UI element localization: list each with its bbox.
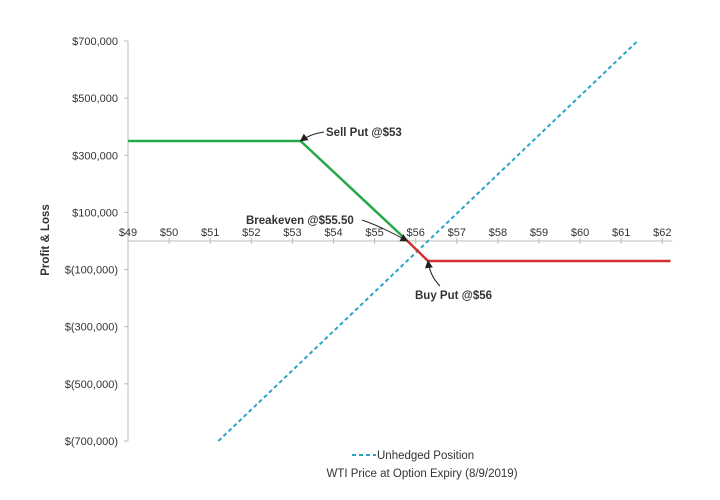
legend-label-unhedged: Unhedged Position <box>377 450 474 462</box>
x-tick-label: $56 <box>407 227 425 239</box>
x-tick-label: $52 <box>242 227 260 239</box>
x-tick-label: $50 <box>160 227 178 239</box>
y-tick-label: $(500,000) <box>65 379 118 391</box>
annotation-arrow-sell <box>299 131 325 142</box>
x-tick-label: $55 <box>365 227 383 239</box>
y-tick-label: $700,000 <box>72 36 118 48</box>
y-tick-label: $300,000 <box>72 150 118 162</box>
axes: $700,000 $500,000 $300,000 $100,000 $(100,00… <box>65 36 673 448</box>
annotation-breakeven: Breakeven @$55.50 <box>246 215 354 227</box>
x-tick-label: $59 <box>530 227 548 239</box>
annotation-buy: Buy Put @$56 <box>415 290 492 302</box>
y-tick-label: $(100,000) <box>65 265 118 277</box>
x-tick-label: $51 <box>201 227 219 239</box>
unhedged-position-line <box>217 40 639 442</box>
annotation-sell: Sell Put @$53 <box>326 127 402 139</box>
annotation-arrow-breakeven <box>361 219 409 242</box>
x-tick-label: $54 <box>324 227 342 239</box>
x-tick-label: $49 <box>119 227 137 239</box>
x-tick-label: $57 <box>448 227 466 239</box>
annotation-arrow-buy <box>424 260 441 287</box>
y-tick-label: $(300,000) <box>65 322 118 334</box>
y-tick-label: $(700,000) <box>65 436 118 448</box>
x-tick-label: $53 <box>283 227 301 239</box>
y-axis-label: Profit & Loss <box>40 204 52 276</box>
x-tick-label: $58 <box>489 227 507 239</box>
y-tick-label: $500,000 <box>72 93 118 105</box>
x-tick-label: $62 <box>653 227 671 239</box>
annotations: Sell Put @$53 Breakeven @$55.50 Buy Put @$… <box>246 127 492 302</box>
x-tick-label: $61 <box>612 227 630 239</box>
y-tick-label: $100,000 <box>72 207 118 219</box>
x-tick-label: $60 <box>571 227 589 239</box>
x-axis-label: WTI Price at Option Expiry (8/9/2019) <box>326 468 517 480</box>
